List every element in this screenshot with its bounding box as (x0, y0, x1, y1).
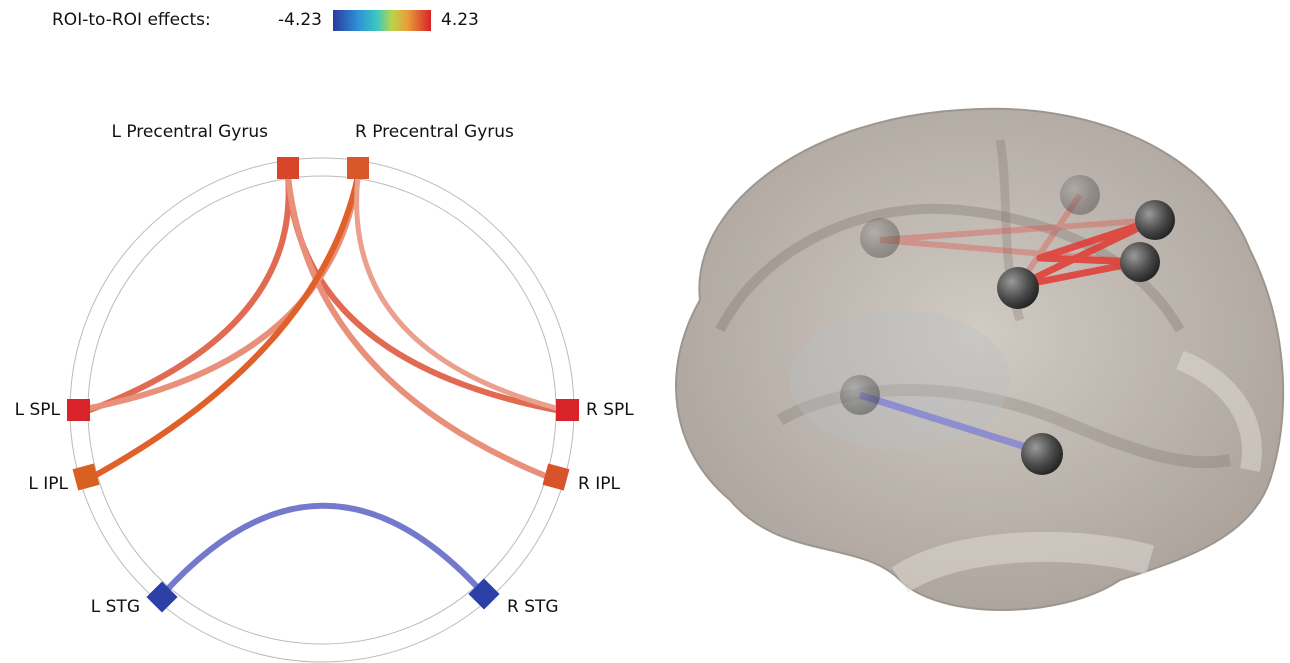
edge (87, 173, 361, 411)
colorbar-min: -4.23 (278, 10, 322, 30)
node-label: L STG (91, 597, 140, 617)
edges (87, 173, 559, 596)
edge (161, 502, 483, 596)
colorbar-max: 4.23 (441, 10, 479, 30)
node-label: R IPL (578, 474, 620, 494)
brain (675, 107, 1285, 611)
node-label: R Precentral Gyrus (355, 122, 514, 142)
node-label: R STG (507, 597, 559, 617)
edge (93, 173, 361, 478)
edge (87, 173, 292, 413)
node (347, 157, 369, 179)
node (277, 157, 299, 179)
node (67, 399, 90, 421)
node (556, 399, 579, 421)
colorbar-label: ROI-to-ROI effects: (52, 10, 211, 30)
node-label: L SPL (15, 400, 61, 420)
node (468, 578, 500, 610)
outer-ring (69, 157, 575, 663)
node-label: L IPL (28, 474, 68, 494)
node (542, 463, 570, 491)
edge (285, 173, 551, 480)
edge (354, 173, 559, 411)
inner-ring (87, 175, 557, 645)
colorbar (333, 10, 431, 31)
node-label: L Precentral Gyrus (111, 122, 268, 142)
edge (285, 173, 559, 413)
node-label: R SPL (586, 400, 634, 420)
node (72, 463, 100, 491)
